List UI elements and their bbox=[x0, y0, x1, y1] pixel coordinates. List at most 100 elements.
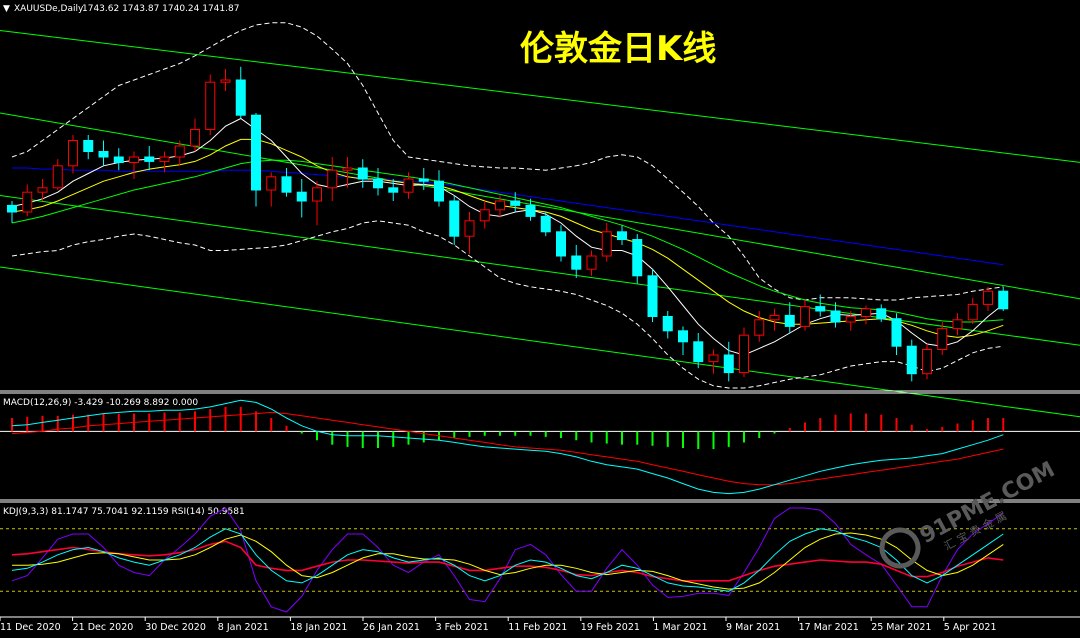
macd-panel: MACD(12,26,9) -3.429 -10.269 8.892 0.000 bbox=[0, 398, 1080, 495]
candle-body bbox=[190, 129, 200, 147]
candle-body bbox=[434, 180, 444, 202]
candle-body bbox=[937, 328, 948, 351]
band-lower-line bbox=[11, 220, 1004, 389]
macd-histogram bbox=[11, 406, 1005, 450]
x-tick-label: 11 Dec 2020 bbox=[0, 622, 61, 633]
candle-body bbox=[632, 239, 643, 277]
macd-lines bbox=[11, 399, 1004, 495]
candle-body bbox=[922, 349, 932, 375]
candle-body bbox=[845, 316, 856, 323]
x-tick-label: 25 Mar 2021 bbox=[871, 622, 931, 633]
kdj-k-line bbox=[11, 528, 1004, 592]
kdj-lines bbox=[11, 507, 1004, 613]
candle-body bbox=[52, 165, 63, 189]
symbol-arrow-icon: ▼ bbox=[3, 4, 10, 14]
candle-body bbox=[418, 178, 429, 182]
candle-body bbox=[723, 354, 734, 374]
x-tick-label: 18 Jan 2021 bbox=[290, 622, 347, 633]
x-tick-label: 11 Feb 2021 bbox=[508, 622, 567, 633]
candle-body bbox=[403, 178, 414, 193]
x-tick-label: 19 Feb 2021 bbox=[581, 622, 640, 633]
x-tick-label: 17 Mar 2021 bbox=[799, 622, 859, 633]
candle-body bbox=[906, 345, 917, 375]
candle-body bbox=[464, 220, 475, 237]
candle-body bbox=[388, 187, 399, 193]
bollinger-bands bbox=[11, 22, 1004, 389]
macd-main-line bbox=[11, 399, 1004, 495]
x-tick-label: 9 Mar 2021 bbox=[726, 622, 780, 633]
candle-body bbox=[861, 308, 871, 317]
candle-body bbox=[37, 187, 48, 193]
kdj-rsi-panel: KDJ(9,3,3) 81.1747 75.7041 92.1159 RSI(1… bbox=[0, 507, 1080, 613]
candle-body bbox=[510, 200, 521, 206]
channel-line-3 bbox=[0, 266, 1080, 418]
candle-body bbox=[98, 151, 109, 158]
candle-body bbox=[967, 303, 978, 321]
candle-body bbox=[525, 204, 536, 217]
x-tick-label: 1 Mar 2021 bbox=[653, 622, 707, 633]
x-tick-label: 21 Dec 2020 bbox=[73, 622, 134, 633]
x-tick-label: 30 Dec 2020 bbox=[145, 622, 206, 633]
candle-body bbox=[495, 200, 505, 211]
candle-body bbox=[235, 79, 246, 116]
candle-body bbox=[952, 319, 963, 330]
x-axis: 11 Dec 2020 21 Dec 2020 30 Dec 2020 8 Jan 2… bbox=[0, 617, 997, 633]
candle-body bbox=[891, 318, 902, 347]
candle-body bbox=[586, 255, 597, 270]
candle-body bbox=[373, 178, 383, 189]
candle-body bbox=[144, 156, 155, 162]
candle-body bbox=[22, 191, 33, 213]
candle-body bbox=[708, 354, 719, 363]
x-tick-label: 26 Jan 2021 bbox=[363, 622, 420, 633]
candle-body bbox=[220, 79, 231, 83]
candle-body bbox=[205, 81, 216, 130]
candle-body bbox=[815, 306, 826, 312]
x-tick-label: 5 Apr 2021 bbox=[944, 622, 997, 633]
candle-body bbox=[800, 306, 810, 327]
candle-body bbox=[266, 176, 277, 191]
candle-body bbox=[174, 145, 185, 158]
ma-slow-line bbox=[11, 159, 1004, 323]
candle-body bbox=[479, 209, 490, 222]
candle-body bbox=[647, 275, 658, 317]
x-tick-label: 3 Feb 2021 bbox=[436, 622, 489, 633]
candlesticks bbox=[7, 66, 1009, 382]
candle-body bbox=[998, 290, 1009, 310]
channel-line-0 bbox=[0, 30, 1080, 163]
candle-body bbox=[68, 140, 78, 167]
band-upper-line bbox=[11, 22, 1004, 301]
candle-body bbox=[662, 316, 673, 332]
candle-body bbox=[983, 290, 993, 305]
candle-body bbox=[739, 334, 749, 374]
candle-body bbox=[784, 314, 795, 327]
candle-body bbox=[571, 255, 582, 270]
macd-label: MACD(12,26,9) -3.429 -10.269 8.892 0.000 bbox=[3, 398, 198, 408]
watermark-logo-icon bbox=[879, 527, 921, 569]
candle-body bbox=[327, 169, 338, 189]
symbol-label: XAUUSDe,Daily bbox=[14, 4, 84, 14]
candle-body bbox=[251, 114, 261, 191]
candle-body bbox=[693, 341, 704, 363]
candle-body bbox=[7, 204, 17, 213]
chart-title: 伦敦金日K线 bbox=[520, 29, 716, 69]
candle-body bbox=[357, 167, 368, 180]
macd-signal-line bbox=[11, 411, 1004, 486]
candle-body bbox=[617, 231, 627, 241]
rsi-line bbox=[11, 540, 1004, 582]
candle-body bbox=[129, 156, 139, 163]
candle-body bbox=[678, 330, 688, 343]
candle-body bbox=[83, 140, 94, 152]
price-panel: ▼ XAUUSDe,Daily 1743.62 1743.87 1740.24 … bbox=[0, 4, 1080, 418]
candle-body bbox=[830, 310, 841, 323]
candle-body bbox=[296, 191, 307, 202]
ohlc-readout: 1743.62 1743.87 1740.24 1741.87 bbox=[82, 4, 239, 14]
candle-body bbox=[159, 156, 170, 162]
candle-body bbox=[113, 156, 124, 163]
ma-long-line bbox=[12, 167, 1004, 266]
kdj-j-line bbox=[11, 507, 1004, 613]
candle-body bbox=[876, 308, 887, 320]
candle-body bbox=[601, 231, 612, 257]
kdj-d-line bbox=[12, 532, 1004, 590]
candle-body bbox=[540, 215, 551, 233]
